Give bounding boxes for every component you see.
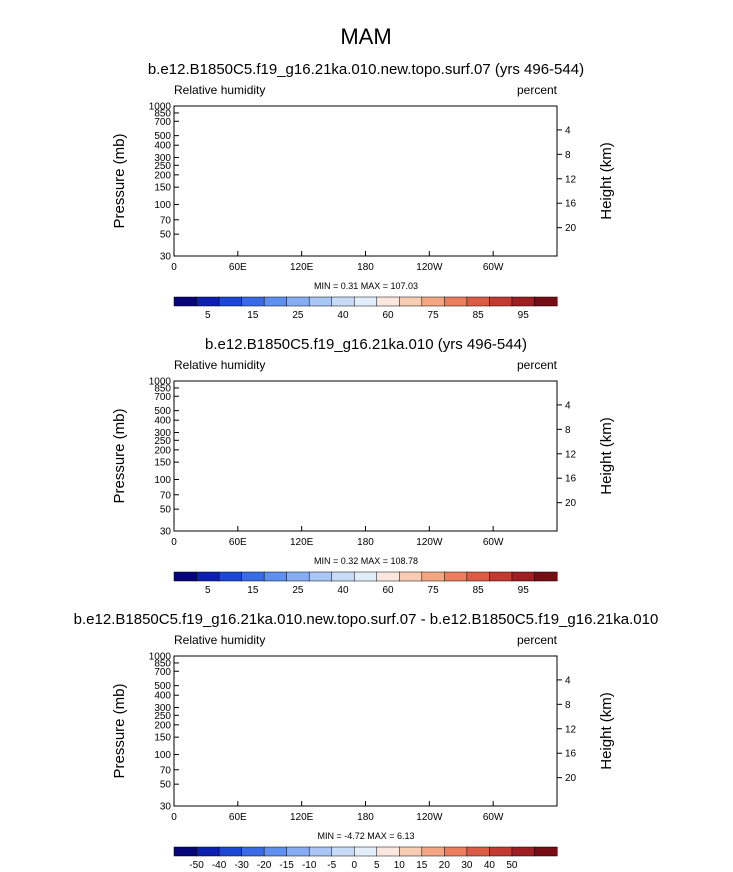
colorbar-swatch bbox=[173, 296, 198, 307]
colorbar-label: 85 bbox=[473, 310, 485, 321]
height-tick-label: 16 bbox=[565, 199, 577, 210]
pressure-tick-label: 700 bbox=[154, 117, 171, 128]
panel-left-label: Relative humidity bbox=[174, 83, 265, 97]
colorbar-swatch bbox=[218, 296, 243, 307]
panel-title: b.e12.B1850C5.f19_g16.21ka.010.new.topo.… bbox=[148, 61, 584, 78]
colorbar-swatch bbox=[466, 296, 490, 307]
plot-frame bbox=[173, 105, 558, 257]
panel-right-label: percent bbox=[517, 358, 558, 372]
colorbar-swatch bbox=[263, 296, 288, 307]
colorbar-swatch bbox=[241, 296, 265, 307]
colorbar-swatch bbox=[511, 296, 536, 307]
longitude-axis: 0 60E 120E 180 120W 60W bbox=[171, 251, 504, 273]
pressure-tick-label: 850 bbox=[154, 108, 171, 119]
colorbar-swatch bbox=[444, 296, 468, 307]
figure-title: MAM bbox=[340, 24, 391, 49]
colorbar-label: 60 bbox=[382, 310, 394, 321]
panel-upper: b.e12.B1850C5.f19_g16.21ka.010.new.topo.… bbox=[111, 61, 615, 321]
colorbar-swatch bbox=[331, 296, 355, 307]
pressure-tick-label: 70 bbox=[160, 215, 172, 226]
longitude-tick-label: 180 bbox=[357, 262, 374, 273]
pressure-tick-label: 100 bbox=[154, 200, 171, 211]
colorbar-swatch bbox=[399, 296, 423, 307]
pressure-tick-label: 200 bbox=[154, 170, 171, 181]
longitude-tick-label: 60E bbox=[229, 262, 247, 273]
pressure-tick-label: 30 bbox=[160, 252, 172, 263]
pressure-tick-label: 400 bbox=[154, 141, 171, 152]
panel-left-label: Relative humidity bbox=[174, 358, 265, 372]
longitude-tick-label: 120E bbox=[290, 262, 314, 273]
panel-title: b.e12.B1850C5.f19_g16.21ka.010 (yrs 496-… bbox=[205, 336, 527, 353]
panel-right-label: percent bbox=[517, 83, 558, 97]
colorbar-swatch bbox=[421, 296, 445, 307]
height-axis: 4 8 12 16 20 bbox=[557, 125, 577, 234]
longitude-tick-label: 0 bbox=[171, 262, 177, 273]
longitude-tick-label: 120W bbox=[416, 262, 443, 273]
colorbar-swatch bbox=[196, 296, 220, 307]
colorbar-label: 75 bbox=[428, 310, 440, 321]
height-tick-label: 12 bbox=[565, 174, 577, 185]
pressure-tick-label: 1000 bbox=[149, 102, 172, 113]
pressure-axis-title: Pressure (mb) bbox=[111, 133, 128, 228]
colorbar-label: 5 bbox=[205, 310, 211, 321]
colorbar-swatch bbox=[534, 296, 558, 307]
pressure-tick-label: 50 bbox=[160, 230, 172, 241]
pressure-tick-label: 250 bbox=[154, 161, 171, 172]
panel-middle: b.e12.B1850C5.f19_g16.21ka.010 (yrs 496-… bbox=[111, 336, 615, 596]
colorbar-label: 40 bbox=[337, 310, 349, 321]
colorbar-swatch bbox=[308, 296, 333, 307]
height-tick-label: 8 bbox=[565, 150, 571, 161]
pressure-tick-label: 300 bbox=[154, 153, 171, 164]
pressure-tick-label: 500 bbox=[154, 131, 171, 142]
pressure-tick-label: 150 bbox=[154, 183, 171, 194]
longitude-tick-label: 60W bbox=[483, 262, 504, 273]
colorbar-swatch bbox=[376, 296, 400, 307]
colorbar-swatch bbox=[286, 296, 310, 307]
height-axis-title: Height (km) bbox=[598, 142, 615, 220]
colorbar-label: 25 bbox=[292, 310, 304, 321]
colorbar-swatch bbox=[489, 296, 513, 307]
colorbar-label: 15 bbox=[247, 310, 259, 321]
colorbar-label: 95 bbox=[518, 310, 530, 321]
height-tick-label: 20 bbox=[565, 223, 577, 234]
min-max-stats: MIN = 0.31 MAX = 107.03 bbox=[314, 281, 418, 291]
colorbar: 5 15 25 40 60 75 85 95 bbox=[173, 296, 558, 321]
colorbar-swatch bbox=[353, 296, 378, 307]
height-tick-label: 4 bbox=[565, 125, 571, 136]
